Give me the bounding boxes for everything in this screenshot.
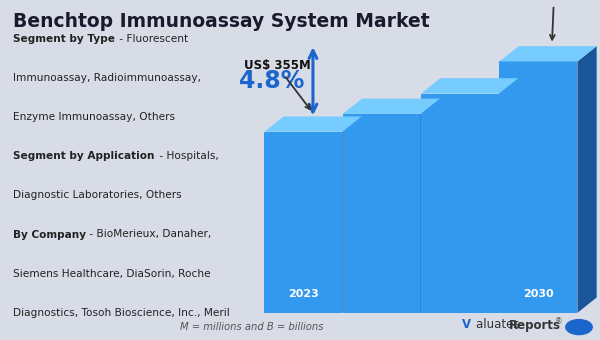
Circle shape [566, 320, 592, 335]
Polygon shape [577, 46, 596, 313]
Polygon shape [499, 62, 577, 313]
Text: Segment by Type: Segment by Type [13, 34, 115, 44]
Polygon shape [343, 99, 440, 114]
Text: Siemens Healthcare, DiaSorin, Roche: Siemens Healthcare, DiaSorin, Roche [13, 269, 211, 278]
Polygon shape [421, 94, 499, 313]
Text: Enzyme Immunoassay, Others: Enzyme Immunoassay, Others [13, 112, 175, 122]
Text: Diagnostic Laboratories, Others: Diagnostic Laboratories, Others [13, 190, 182, 200]
Polygon shape [499, 46, 596, 62]
Text: - BioMerieux, Danaher,: - BioMerieux, Danaher, [86, 230, 212, 239]
Text: By Company: By Company [13, 230, 86, 239]
Text: US$ 492.8M: US$ 492.8M [514, 0, 594, 40]
Text: Diagnostics, Tosoh Bioscience, Inc., Meril: Diagnostics, Tosoh Bioscience, Inc., Mer… [13, 308, 230, 318]
Polygon shape [265, 132, 343, 313]
Polygon shape [265, 116, 362, 132]
Text: Benchtop Immunoassay System Market: Benchtop Immunoassay System Market [13, 12, 430, 31]
Text: aluates: aluates [476, 319, 523, 332]
Text: V: V [462, 319, 471, 332]
Text: ®: ® [555, 317, 563, 326]
Text: M = millions and B = billions: M = millions and B = billions [180, 322, 324, 332]
Text: 2023: 2023 [288, 289, 319, 299]
Text: 4.8%: 4.8% [239, 69, 304, 93]
Text: - Hospitals,: - Hospitals, [156, 151, 219, 161]
Text: - Fluorescent: - Fluorescent [116, 34, 188, 44]
Polygon shape [343, 116, 362, 313]
Text: Segment by Application: Segment by Application [13, 151, 155, 161]
Text: US$ 355M: US$ 355M [244, 59, 310, 109]
Text: 2030: 2030 [523, 289, 554, 299]
Polygon shape [421, 99, 440, 313]
Polygon shape [421, 78, 518, 94]
Polygon shape [343, 114, 421, 313]
Text: Immunoassay, Radioimmunoassay,: Immunoassay, Radioimmunoassay, [13, 73, 201, 83]
Text: Reports: Reports [509, 319, 561, 332]
Polygon shape [499, 78, 518, 313]
